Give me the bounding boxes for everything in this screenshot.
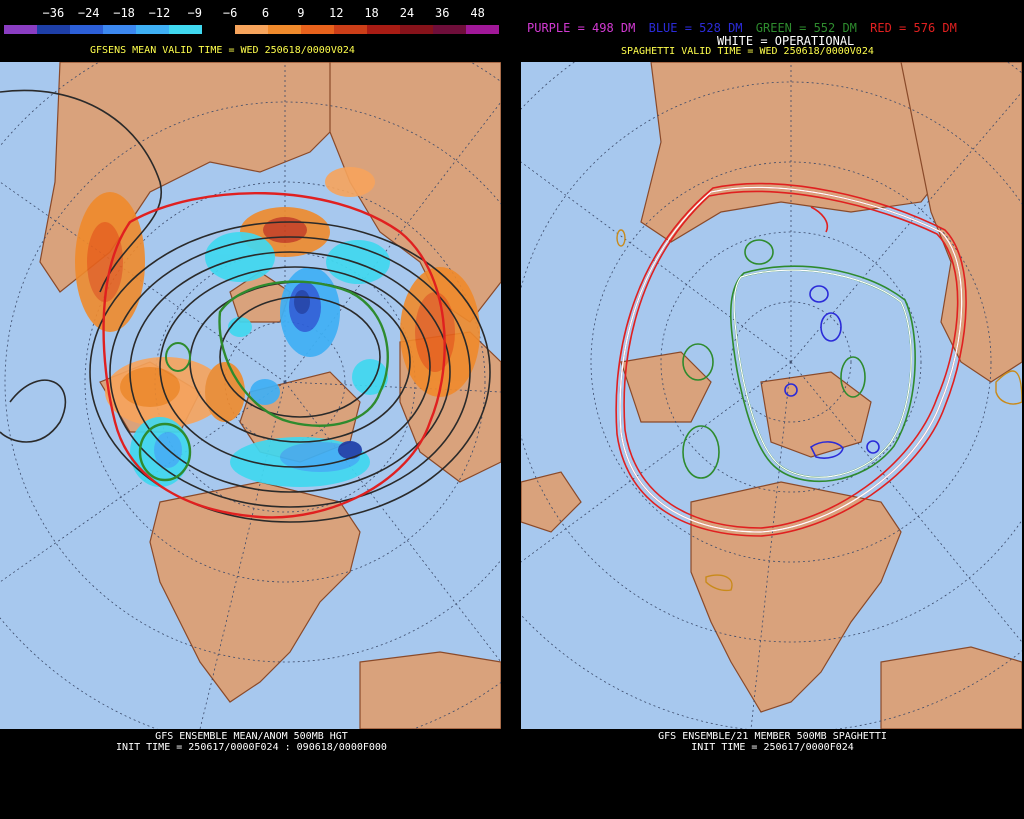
- anomaly-colorbar: −36 −24 −18 −12 −9 −6 6 9 12 18 24 36 48: [4, 6, 499, 36]
- spaghetti-panel: PURPLE = 498 DM BLUE = 528 DM GREEN = 55…: [521, 0, 1024, 819]
- colorbar-tick-label: 12: [328, 6, 344, 20]
- mean-caption-line2: INIT TIME = 250617/0000F024 : 090618/000…: [116, 742, 387, 753]
- colorbar-tick-label: −6: [222, 6, 238, 20]
- colorbar-tick-label: 6: [261, 6, 270, 20]
- green-552-contour: [218, 280, 389, 427]
- colorbar-tick-label: −12: [148, 6, 171, 20]
- mean-map-svg: [0, 62, 501, 729]
- colorbar-swatch: [202, 25, 235, 34]
- colorbar-swatch: [70, 25, 103, 34]
- colorbar-tick-label: −9: [187, 6, 203, 20]
- colorbar-tick-label: −36: [42, 6, 65, 20]
- colorbar-tick-label: 36: [435, 6, 450, 20]
- colorbar-swatch: [400, 25, 433, 34]
- legend-purple: PURPLE = 498 DM: [527, 21, 636, 35]
- negative-anomalies: [130, 232, 390, 487]
- colorbar-swatch: [37, 25, 70, 34]
- graticule: [521, 62, 1022, 729]
- colorbar-tick-label: 48: [470, 6, 485, 20]
- colorbar-swatch: [433, 25, 466, 34]
- spaghetti-caption-line2: INIT TIME = 250617/0000F024: [691, 742, 854, 753]
- colorbar-swatch: [301, 25, 334, 34]
- colorbar-swatch: [367, 25, 400, 34]
- blue-528-spaghetti: [784, 285, 880, 459]
- ensemble-mean-panel: −36 −24 −18 −12 −9 −6 6 9 12 18 24 36 48 GFSENS MEAN…: [0, 0, 503, 819]
- operational-576: [619, 186, 963, 533]
- colorbar-swatch: [334, 25, 367, 34]
- red-576-contour: [102, 192, 446, 519]
- colorbar-tick-label: −18: [113, 6, 135, 20]
- colorbar-tick-label: 18: [364, 6, 379, 20]
- green-closed-low: [138, 422, 192, 482]
- colorbar-swatch: [235, 25, 268, 34]
- mean-valid-time-title: GFSENS MEAN VALID TIME = WED 250618/0000…: [90, 45, 355, 56]
- colorbar-swatch: [4, 25, 37, 34]
- spaghetti-map-svg: [521, 62, 1022, 729]
- spaghetti-caption-line1: GFS ENSEMBLE/21 MEMBER 500MB SPAGHETTI: [658, 731, 887, 742]
- legend-green: GREEN = 552 DM: [755, 21, 857, 35]
- purple-498-contours: [616, 229, 1022, 592]
- colorbar-swatches: [4, 25, 499, 34]
- mean-caption: GFS ENSEMBLE MEAN/ANOM 500MB HGT INIT TI…: [0, 731, 503, 753]
- colorbar-swatch: [169, 25, 202, 34]
- spaghetti-caption: GFS ENSEMBLE/21 MEMBER 500MB SPAGHETTI I…: [521, 731, 1024, 753]
- operational-552: [733, 269, 912, 478]
- height-contours: [0, 89, 491, 523]
- colorbar-tick-label: 9: [297, 6, 305, 20]
- mean-caption-line1: GFS ENSEMBLE MEAN/ANOM 500MB HGT: [155, 731, 348, 742]
- panel-divider: [503, 0, 521, 819]
- legend-blue: BLUE = 528 DM: [648, 21, 743, 35]
- land-masses: [521, 62, 1022, 729]
- green-small-low: [165, 342, 191, 372]
- contour-legend: PURPLE = 498 DM BLUE = 528 DM GREEN = 55…: [527, 21, 963, 35]
- colorbar-swatch: [103, 25, 136, 34]
- colorbar-swatch: [466, 25, 499, 34]
- colorbar-swatch: [136, 25, 169, 34]
- colorbar-swatch: [268, 25, 301, 34]
- legend-red: RED = 576 DM: [870, 21, 957, 35]
- colorbar-tick-label: 24: [399, 6, 415, 20]
- colorbar-tick-label: −24: [77, 6, 100, 20]
- ensemble-mean-map: [0, 62, 501, 729]
- operational-legend: WHITE = OPERATIONAL: [717, 34, 855, 48]
- spaghetti-valid-time-title: SPAGHETTI VALID TIME = WED 250618/0000V0…: [621, 46, 874, 57]
- spaghetti-map: [521, 62, 1022, 729]
